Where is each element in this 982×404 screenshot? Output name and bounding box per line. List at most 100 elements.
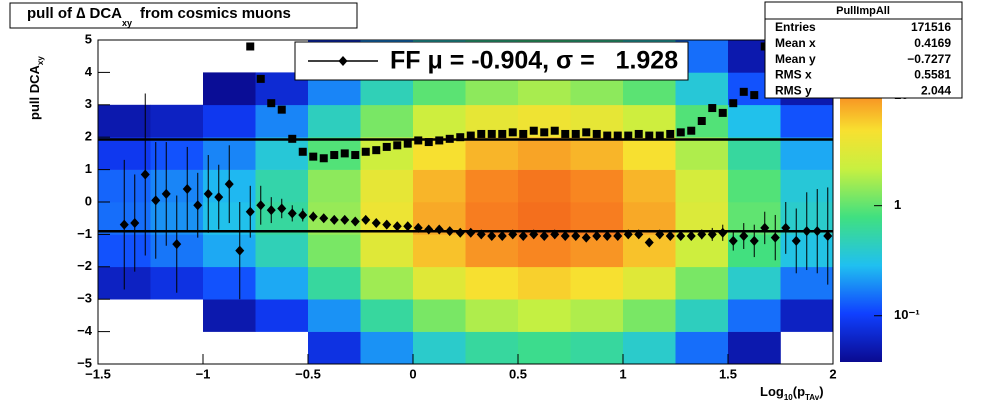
x-tick-label: 0.5 (509, 366, 527, 381)
mean-marker (140, 169, 150, 180)
rms-marker (519, 129, 528, 138)
rms-marker (477, 129, 486, 138)
heat-cell (623, 202, 676, 235)
mean-marker (571, 231, 581, 242)
mean-marker (550, 229, 560, 240)
stats-key: Entries (775, 20, 816, 34)
mean-marker (781, 222, 791, 233)
heat-cell (203, 234, 256, 268)
heat-cell (360, 169, 414, 203)
rms-marker (319, 154, 328, 163)
heat-cell (623, 169, 676, 203)
heat-cell (675, 137, 729, 170)
mean-marker (634, 229, 644, 240)
rms-marker (277, 105, 286, 114)
stats-value: 0.4169 (914, 36, 951, 50)
heat-cell (728, 331, 781, 365)
rms-marker (645, 131, 654, 140)
heat-cell (360, 234, 414, 268)
mean-marker (539, 231, 549, 242)
heat-cell (518, 299, 571, 332)
heat-cell (675, 299, 729, 332)
rms-marker (340, 149, 349, 158)
heat-cell (675, 234, 729, 268)
heat-cell (518, 169, 571, 203)
mean-marker (686, 231, 696, 242)
rms-marker (729, 99, 738, 108)
mean-marker (623, 229, 633, 240)
heat-cell (570, 331, 624, 365)
heat-cell (413, 299, 466, 332)
mean-marker (602, 231, 612, 242)
rms-marker (529, 126, 538, 135)
stats-key: Mean y (775, 52, 816, 66)
legend-marker (338, 56, 348, 66)
mean-marker (665, 231, 675, 242)
mean-marker (592, 231, 602, 242)
stats-key: RMS x (775, 68, 812, 82)
mean-marker (508, 229, 518, 240)
x-tick-label: −1.5 (85, 366, 111, 381)
heat-cell (623, 299, 676, 332)
rms-marker (361, 147, 370, 156)
mean-marker (518, 231, 528, 242)
heat-cell (413, 266, 466, 300)
mean-marker (350, 216, 360, 227)
mean-marker (676, 231, 686, 242)
mean-marker (718, 227, 728, 238)
heat-cell (728, 299, 781, 332)
heat-cell (203, 266, 256, 300)
heat-cell (308, 104, 361, 138)
stats-title: PullImpAll (836, 5, 890, 17)
heat-cell (465, 137, 519, 170)
mean-marker (371, 218, 381, 229)
x-tick-label: 0 (409, 366, 416, 381)
y-axis-label-part: xy (36, 56, 45, 65)
rms-marker (739, 87, 748, 96)
mean-marker (445, 226, 455, 237)
mean-marker (277, 203, 287, 214)
mean-marker (812, 226, 822, 237)
heat-cell (308, 266, 361, 300)
heat-cell (203, 299, 256, 332)
mean-marker (266, 205, 276, 216)
heat-cell (518, 137, 571, 170)
rms-marker (697, 117, 706, 125)
rms-marker (414, 136, 423, 145)
title-part: xy (122, 18, 132, 28)
rms-marker (445, 134, 454, 143)
overlay: −1.5 −1 −0.5 0 0.5 1 1.5 2 −5 −4 −3 −2 −1 0 1 2 3 4 5 10⁻¹ 1… (9, 1, 963, 402)
rms-marker (393, 141, 402, 150)
mean-marker (728, 235, 738, 246)
mean-marker (361, 214, 371, 225)
x-axis-label-part: (p (793, 384, 805, 399)
mean-marker (560, 231, 570, 242)
rms-marker (382, 142, 391, 151)
rms-marker (372, 146, 381, 155)
heat-cell (780, 299, 834, 332)
rms-marker (676, 128, 685, 137)
heat-cell (780, 266, 834, 300)
rms-marker (267, 99, 276, 108)
rms-marker (582, 128, 591, 137)
mean-marker (203, 188, 213, 199)
mean-marker (791, 235, 801, 246)
stats-key: RMS y (775, 83, 812, 97)
mean-marker (182, 184, 192, 195)
y-tick-label: 1 (85, 161, 92, 176)
title-box (9, 2, 358, 29)
mean-marker (245, 206, 255, 217)
mean-marker (308, 211, 318, 222)
heat-cell (728, 137, 781, 170)
heat-cell (255, 266, 309, 300)
stats-value: 2.044 (921, 83, 951, 97)
rms-marker (634, 129, 643, 138)
heat-cell (465, 299, 519, 332)
x-axis-label-part: TAv (805, 393, 820, 402)
mean-marker (403, 221, 413, 232)
mean-marker (193, 200, 203, 211)
heat-cell (675, 331, 729, 365)
mean-marker (329, 214, 339, 225)
heat-cell (98, 104, 151, 138)
